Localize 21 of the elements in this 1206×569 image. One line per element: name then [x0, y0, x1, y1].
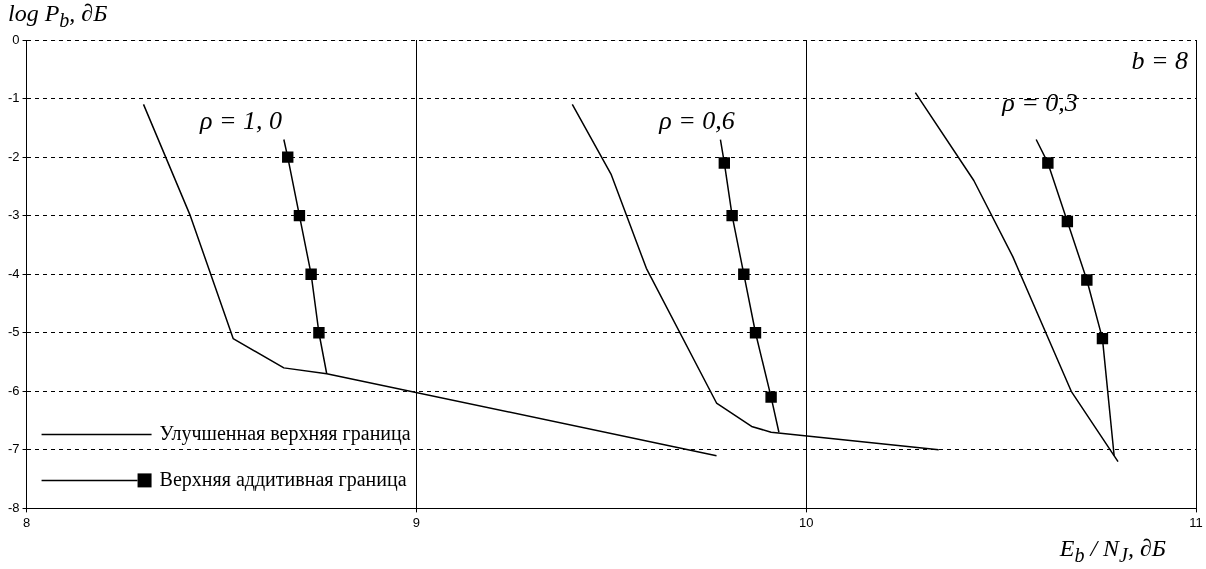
y-tick-label: -4	[8, 265, 20, 281]
x-tick-label: 9	[412, 514, 420, 530]
annotation: b = 8	[1131, 45, 1188, 75]
y-tick-label: -3	[8, 207, 20, 223]
x-tick-label: 11	[1189, 514, 1203, 530]
annotation: ρ = 0,6	[658, 105, 735, 135]
y-tick-label: -6	[8, 382, 20, 398]
y-tick-label: 0	[12, 31, 20, 47]
y-tick-label: -5	[8, 324, 20, 340]
legend-label: Верхняя аддитивная граница	[159, 467, 407, 491]
x-tick-label: 8	[22, 514, 31, 530]
y-tick-label: -7	[8, 441, 20, 457]
annotation: ρ = 0,3	[1001, 88, 1078, 118]
annotation: ρ = 1, 0	[198, 105, 282, 135]
y-tick-label: -1	[8, 90, 20, 106]
x-tick-label: 10	[798, 514, 814, 530]
y-tick-label: -2	[8, 148, 20, 164]
y-axis-title: log P$_{b}$, ∂Б	[8, 0, 108, 32]
x-axis-title: E$_{b}$ / N$_{J}$, ∂Б	[1059, 535, 1166, 567]
series-label: Улучшенная верхняя граница	[159, 421, 411, 445]
y-tick-label: -8	[8, 499, 20, 515]
